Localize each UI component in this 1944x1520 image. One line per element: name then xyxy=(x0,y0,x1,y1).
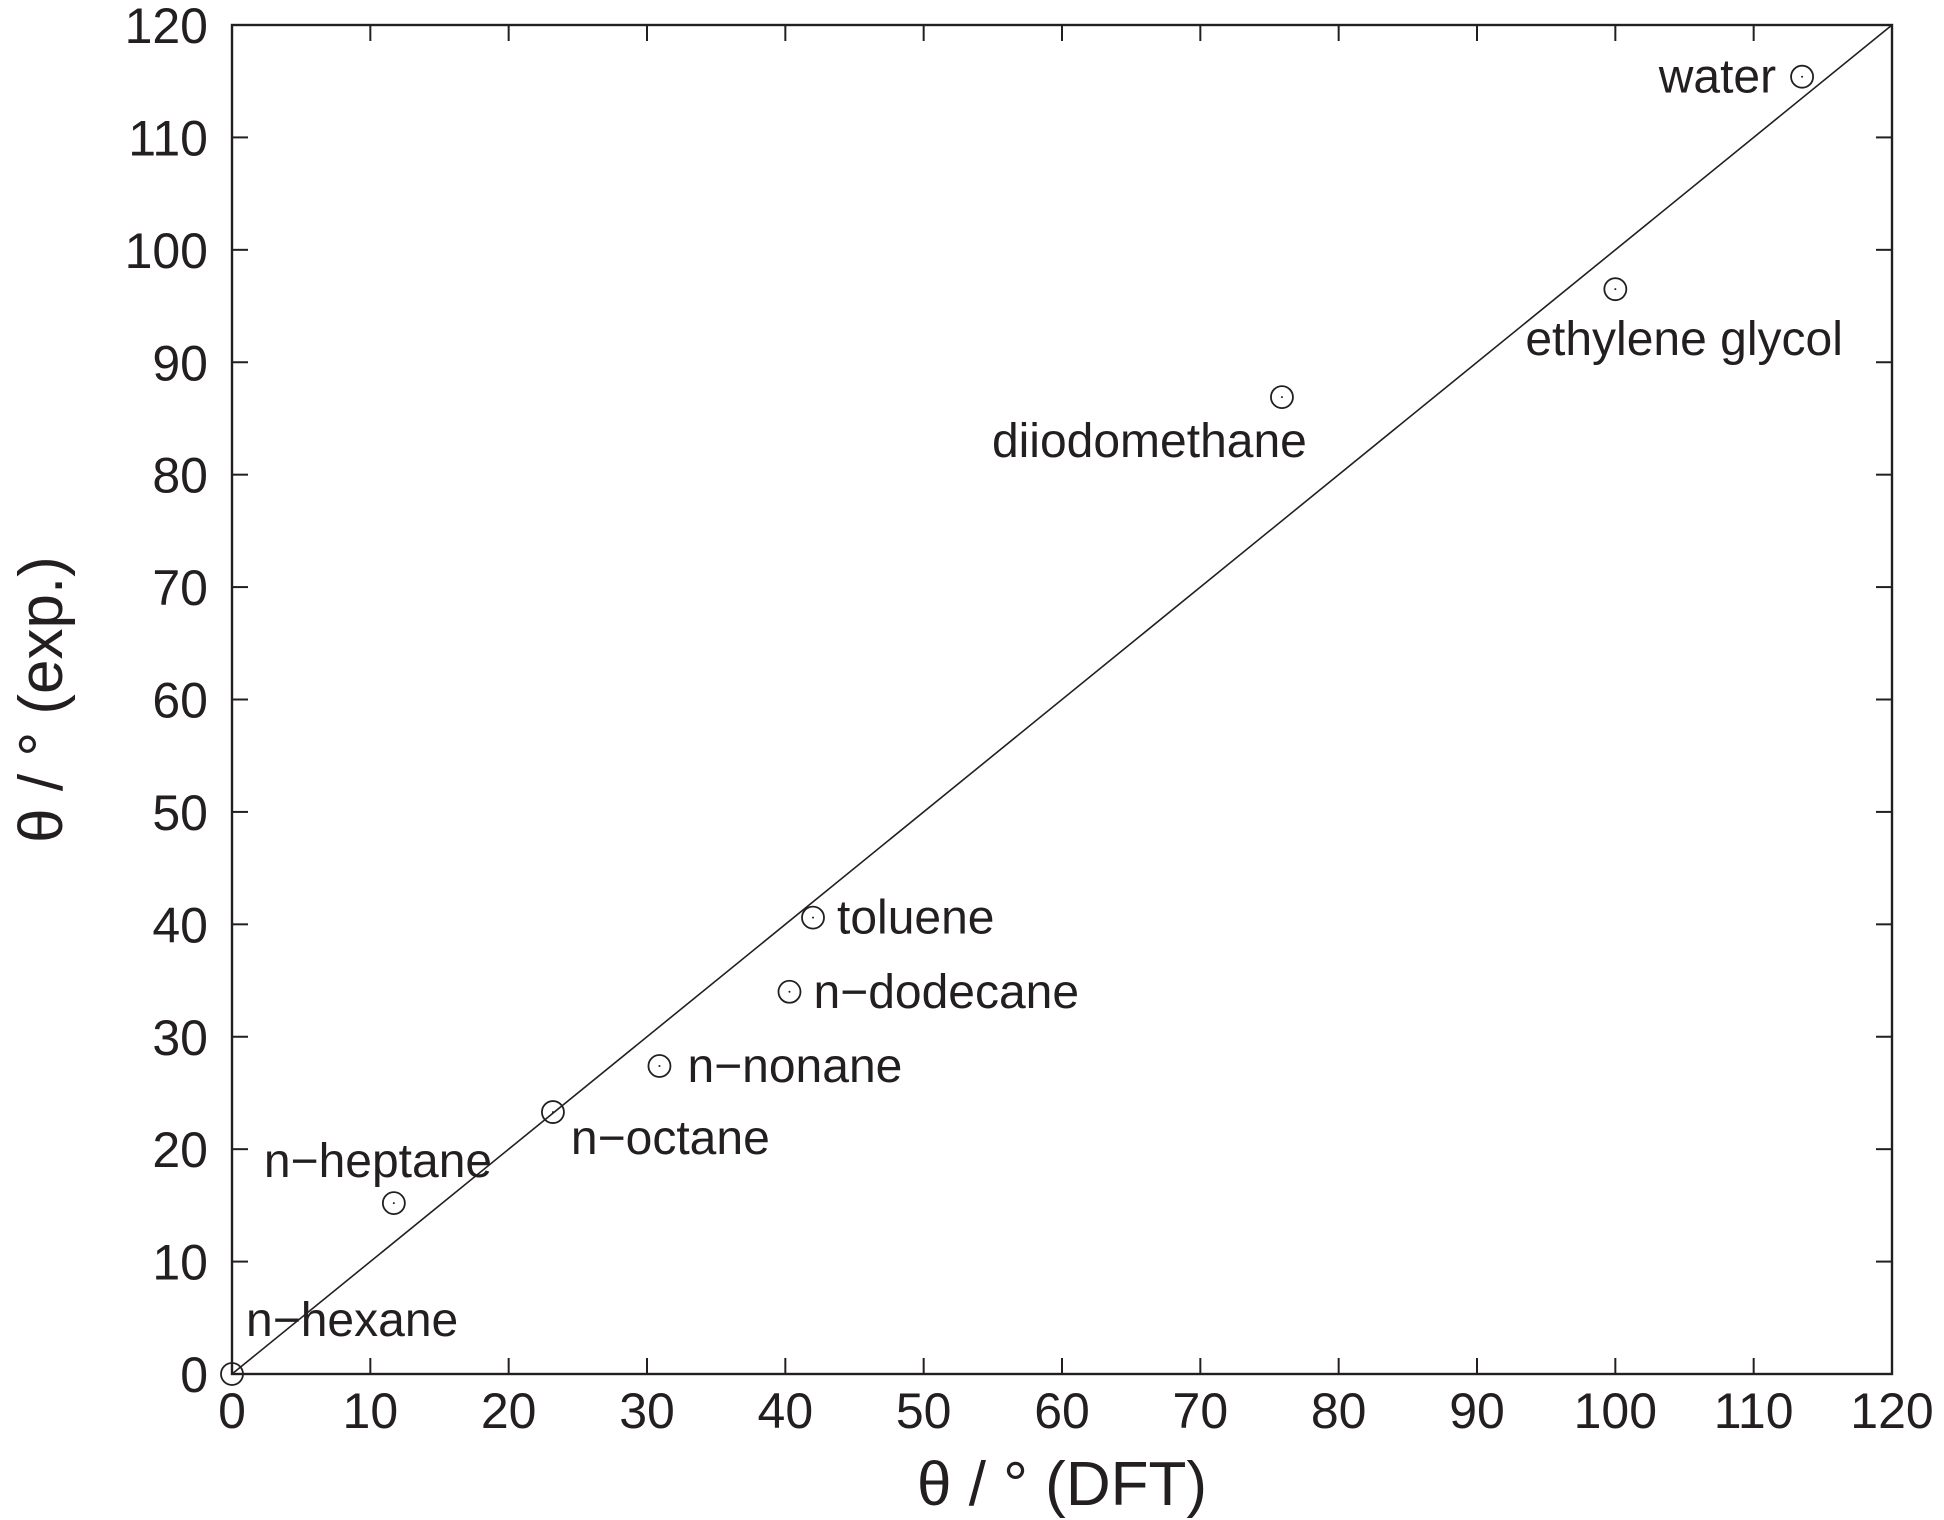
point-label: ethylene glycol xyxy=(1525,313,1843,366)
data-point-center xyxy=(788,990,791,993)
point-label: water xyxy=(1658,51,1776,104)
x-axis-label: θ / ° (DFT) xyxy=(917,1450,1207,1519)
data-point xyxy=(647,1054,672,1078)
data-point-center xyxy=(1801,75,1804,78)
data-point-center xyxy=(551,1111,554,1114)
data-point-center xyxy=(392,1202,395,1205)
data-point xyxy=(541,1100,565,1124)
y-tick-label: 110 xyxy=(128,110,208,166)
y-tick-label: 120 xyxy=(125,0,208,54)
y-axis-label: θ / ° (exp.) xyxy=(7,556,76,843)
x-tick-label: 70 xyxy=(1173,1383,1229,1439)
data-point xyxy=(1270,385,1294,409)
y-tick-label: 10 xyxy=(152,1235,208,1291)
y-tick-label: 80 xyxy=(152,448,208,504)
y-tick-label: 60 xyxy=(152,673,208,729)
data-point xyxy=(777,979,802,1004)
x-tick-label: 20 xyxy=(481,1383,537,1439)
y-tick-label: 70 xyxy=(152,560,208,616)
point-label: n−dodecane xyxy=(813,966,1079,1019)
data-point-center xyxy=(812,916,814,919)
x-tick-label: 60 xyxy=(1034,1383,1090,1439)
data-point xyxy=(1603,277,1628,302)
point-label: n−heptane xyxy=(264,1135,492,1188)
y-tick-label: 20 xyxy=(152,1122,208,1178)
data-point xyxy=(801,905,825,930)
x-tick-label: 120 xyxy=(1850,1383,1933,1439)
x-tick-label: 30 xyxy=(619,1383,675,1439)
y-tick-label: 50 xyxy=(152,785,208,841)
point-label: toluene xyxy=(837,892,994,945)
y-tick-label: 90 xyxy=(152,335,208,391)
x-tick-label: 110 xyxy=(1714,1383,1794,1439)
point-label: n−octane xyxy=(571,1112,770,1165)
point-label: diiodomethane xyxy=(992,415,1307,468)
x-tick-label: 50 xyxy=(896,1383,952,1439)
point-label: n−nonane xyxy=(687,1040,902,1093)
y-tick-label: 100 xyxy=(125,223,208,279)
plot-area-frame xyxy=(230,23,1894,1376)
y-tick-label: 40 xyxy=(152,897,208,953)
y-tick-label: 30 xyxy=(152,1010,208,1066)
x-tick-label: 80 xyxy=(1311,1383,1367,1439)
x-tick-label: 40 xyxy=(758,1383,814,1439)
x-tick-label: 10 xyxy=(343,1383,399,1439)
data-point xyxy=(381,1191,406,1216)
data-point xyxy=(1790,64,1814,89)
x-tick-label: 90 xyxy=(1449,1383,1505,1439)
x-tick-label: 0 xyxy=(218,1383,246,1439)
data-point-center xyxy=(658,1064,661,1067)
data-point-center xyxy=(1614,288,1617,291)
point-label: n−hexane xyxy=(246,1294,458,1347)
y-tick-label: 0 xyxy=(180,1347,208,1403)
x-tick-label: 100 xyxy=(1574,1383,1657,1439)
reference-line xyxy=(231,24,1893,1375)
data-point-center xyxy=(1280,396,1283,399)
